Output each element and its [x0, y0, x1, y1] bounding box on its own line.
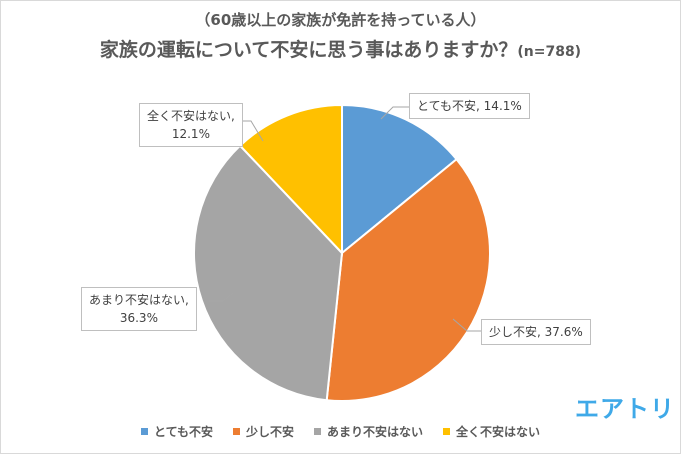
- leader-amari-fuan-nai: [209, 292, 234, 302]
- slice-sukoshi-fuan: [325, 157, 491, 402]
- legend-swatch-mattaku-fuan-nai: [443, 428, 451, 435]
- legend-swatch-sukoshi-fuan: [233, 428, 240, 435]
- label-mattaku-line1: 全く不安はない,: [147, 109, 235, 123]
- legend-item-sukoshi-fuan: 少し不安: [233, 423, 294, 440]
- legend-item-amari-fuan-nai: あまり不安はない: [314, 423, 423, 440]
- leader-totemo-fuan: [380, 106, 409, 120]
- legend-item-mattaku-fuan-nai: 全く不安はない: [443, 423, 540, 440]
- label-sukoshi-fuan-text: 少し不安, 37.6%: [489, 325, 583, 339]
- legend-label-amari-fuan-nai: あまり不安はない: [327, 425, 424, 439]
- label-totemo-fuan-text: とても不安, 14.1%: [417, 99, 522, 113]
- legend-label-totemo-fuan: とても不安: [153, 425, 213, 439]
- label-sukoshi-fuan: 少し不安, 37.6%: [481, 319, 591, 345]
- sample-size: (n=788): [517, 44, 582, 60]
- slice-amari-fuan-nai: [192, 144, 344, 402]
- leader-mattaku-fuan-nai: [239, 120, 264, 142]
- slice-mattaku-fuan-nai: [238, 103, 343, 256]
- legend-swatch-totemo-fuan: [140, 428, 148, 435]
- legend-label-mattaku-fuan-nai: 全く不安はない: [456, 425, 541, 439]
- label-amari-fuan-nai: あまり不安はない, 36.3%: [81, 287, 197, 331]
- chart-title: 家族の運転について不安に思う事はありますか？(n=788): [1, 35, 680, 62]
- legend-label-sukoshi-fuan: 少し不安: [246, 425, 295, 439]
- label-amari-line1: あまり不安はない,: [89, 293, 189, 307]
- chart-subtitle: （60歳以上の家族が免許を持っている人）: [195, 11, 486, 29]
- legend-swatch-amari-fuan-nai: [314, 428, 322, 435]
- label-mattaku-line2: 12.1%: [171, 127, 210, 141]
- leader-sukoshi-fuan: [452, 318, 481, 332]
- slice-totemo-fuan: [341, 103, 458, 256]
- label-mattaku-fuan-nai: 全く不安はない, 12.1%: [139, 103, 243, 147]
- chart-legend: とても不安 少し不安 あまり不安はない 全く不安はない: [1, 423, 680, 440]
- legend-item-totemo-fuan: とても不安: [140, 423, 213, 440]
- label-totemo-fuan: とても不安, 14.1%: [409, 93, 530, 119]
- label-amari-line2: 36.3%: [119, 311, 158, 325]
- eatri-logo: エアトリ: [575, 395, 675, 423]
- chart-title-text: 家族の運転について不安に思う事はありますか？: [99, 39, 518, 61]
